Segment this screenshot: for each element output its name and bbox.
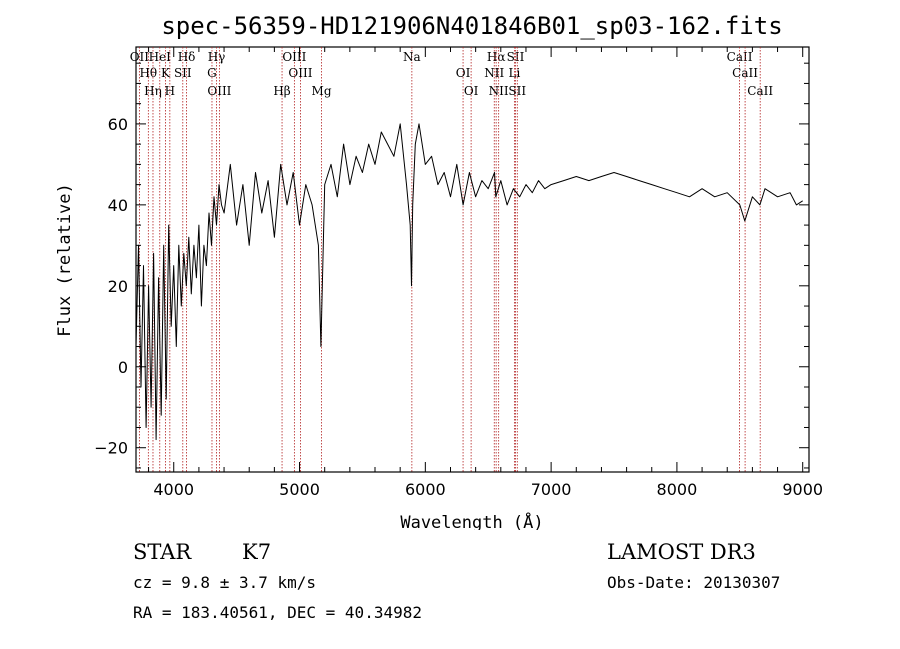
emission-line-label: CaII	[732, 66, 758, 80]
emission-line-label: Hθ	[139, 66, 157, 80]
emission-line-label: G	[207, 66, 217, 80]
chart-title: spec-56359-HD121906N401846B01_sp03-162.f…	[161, 12, 782, 40]
emission-line-label: OIII	[207, 84, 231, 98]
x-tick-label: 4000	[153, 480, 194, 499]
y-axis-label: Flux (relative)	[55, 183, 75, 337]
y-tick-label: 60	[108, 115, 128, 134]
spectrum-series-line	[135, 123, 803, 441]
axis-ticks: 4000 5000 6000 7000 8000 9000 −20 0 20 40 60	[94, 47, 823, 499]
emission-line-label: K	[161, 66, 171, 80]
y-tick-label: 40	[108, 196, 128, 215]
y-tick-label: 0	[118, 358, 128, 377]
emission-line-markers: OIIHθHηHeIKHHδSIIOIIIHγGHβOIIIOIIIMgNaOI…	[130, 47, 773, 472]
y-tick-label: 20	[108, 277, 128, 296]
emission-line-label: NII	[484, 66, 504, 80]
series-layer	[135, 123, 803, 441]
emission-line-label: OIII	[282, 50, 306, 64]
emission-line-label: Mg	[312, 84, 332, 98]
emission-line-label: SII	[174, 66, 192, 80]
emission-line-label: OIII	[288, 66, 312, 80]
emission-line-label: Hγ	[208, 50, 226, 64]
emission-line-label: Hα	[487, 50, 506, 64]
x-tick-label: 5000	[279, 480, 320, 499]
emission-line-label: NII	[489, 84, 509, 98]
observation-date: Obs-Date: 20130307	[607, 573, 781, 592]
x-tick-label: 8000	[657, 480, 698, 499]
emission-line-label: SII	[508, 84, 526, 98]
emission-line-label: OI	[464, 84, 479, 98]
emission-line-label: OII	[130, 50, 150, 64]
x-tick-label: 7000	[531, 480, 572, 499]
object-class: STAR	[133, 540, 192, 564]
spectral-subclass: K7	[242, 540, 272, 564]
x-axis-label: Wavelength (Å)	[400, 511, 543, 530]
emission-line-label: Hβ	[273, 84, 290, 98]
emission-line-label: CaII	[727, 50, 753, 64]
emission-line-label: Hδ	[178, 50, 196, 64]
emission-line-label: H	[165, 84, 175, 98]
plot-frame	[135, 46, 810, 473]
emission-line-label: SII	[507, 50, 525, 64]
coordinates: RA = 183.40561, DEC = 40.34982	[133, 603, 422, 622]
survey-name: LAMOST DR3	[607, 540, 756, 564]
emission-line-label: Na	[403, 50, 421, 64]
emission-line-label: Li	[508, 66, 520, 80]
x-tick-label: 6000	[405, 480, 446, 499]
redshift-cz: cz = 9.8 ± 3.7 km/s	[133, 573, 317, 592]
x-tick-label: 9000	[782, 480, 823, 499]
y-tick-label: −20	[94, 439, 128, 458]
emission-line-label: CaII	[747, 84, 773, 98]
emission-line-label: OI	[456, 66, 471, 80]
emission-line-label: HeI	[149, 50, 172, 64]
spectrum-chart: spec-56359-HD121906N401846B01_sp03-162.f…	[55, 12, 823, 530]
emission-line-label: Hη	[144, 84, 162, 98]
